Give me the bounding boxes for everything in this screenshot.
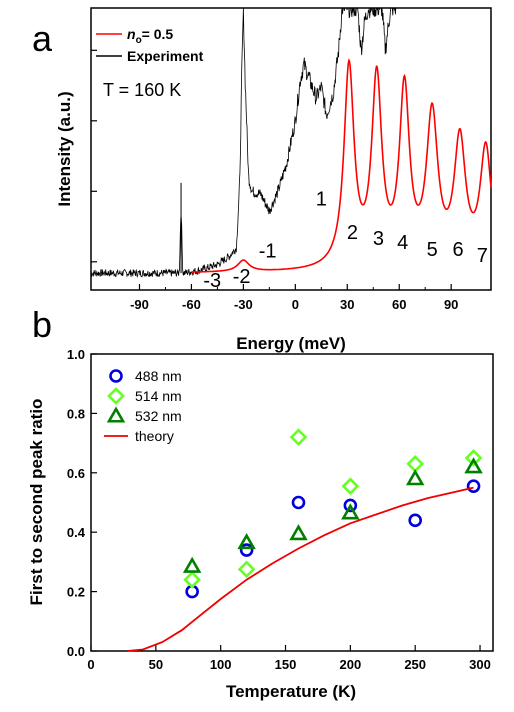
panel-a-x-axis-label: Energy (meV) (236, 334, 346, 353)
legend-label: 488 nm (135, 368, 182, 384)
panel-b-frame (90, 353, 494, 652)
panel-a-legend: no= 0.5 Experiment (96, 26, 204, 64)
panel-b-x-axis-label: Temperature (K) (226, 682, 356, 701)
legend-experiment-label: Experiment (127, 48, 204, 64)
x-tick-label: 0 (292, 297, 299, 312)
legend-swatch (107, 387, 125, 405)
y-tick-label: 1.0 (67, 347, 85, 362)
data-point-488-nm (239, 543, 254, 557)
x-tick-label: -60 (182, 297, 201, 312)
x-tick-label: 100 (210, 657, 232, 672)
x-tick-label: 250 (404, 657, 426, 672)
x-tick-label: -90 (130, 297, 149, 312)
data-point-532-nm (237, 532, 256, 550)
data-point-532-nm (464, 457, 483, 474)
data-point-532-nm (289, 524, 308, 541)
theory-curve (127, 486, 474, 652)
x-tick-label: 200 (340, 657, 362, 672)
x-tick-label: -30 (234, 297, 253, 312)
panel-b-legend: 488 nm 514 nm 532 nm theory (104, 368, 182, 444)
data-point-488-nm (343, 498, 358, 513)
panel-b-y-ticks: 0.0 0.2 0.4 0.6 0.8 1.0 (67, 347, 97, 659)
y-tick-label: 0.8 (67, 406, 85, 421)
data-point-532-nm (405, 469, 425, 486)
peak-label: 6 (453, 239, 464, 261)
panel-b: b 0 50 100 150 200 250 300 0.00.20.40.60.81.0 … (27, 304, 494, 701)
panel-a-y-axis-label: Intensity (a.u.) (55, 91, 74, 206)
x-tick-label: 0 (87, 657, 94, 672)
data-point-532-nm (182, 556, 202, 573)
legend-label: 532 nm (135, 408, 182, 424)
legend-theory-label: no= 0.5 (127, 26, 173, 46)
panel-a-peak-labels: -3 -2 -1 12 3 4 5 6 7 (203, 188, 488, 292)
x-tick-label: 30 (340, 297, 354, 312)
data-point-514-nm (464, 449, 483, 467)
experiment-line (90, 7, 397, 278)
data-point-514-nm (406, 455, 425, 473)
y-tick-label: 0.0 (67, 644, 85, 659)
panel-b-x-ticks: 0 50 100 150 200 250 300 (87, 645, 491, 672)
peak-label: 2 (347, 222, 358, 244)
y-tick-label: 0.2 (67, 585, 85, 600)
panel-b-y-axis-label: First to second peak ratio (27, 399, 46, 606)
legend-swatch (109, 369, 123, 383)
x-tick-label: 50 (149, 657, 163, 672)
y-tick-label: 0.4 (67, 525, 86, 540)
data-point-488-nm (466, 479, 481, 493)
legend-swatch (106, 406, 126, 423)
peak-label: 7 (477, 245, 488, 267)
peak-label: 5 (427, 239, 438, 261)
data-point-488-nm (291, 495, 306, 510)
data-point-514-nm (289, 428, 308, 446)
peak-label: 3 (373, 228, 384, 250)
x-tick-label: 60 (392, 297, 406, 312)
peak-label: -2 (233, 266, 251, 288)
panel-b-label: b (32, 304, 52, 345)
temperature-annotation: T = 160 K (103, 80, 181, 100)
peak-label: -3 (203, 270, 221, 292)
panel-a-x-ticks: -90 -60 -30 0 30 60 90 (130, 284, 458, 312)
panel-a-series (90, 7, 492, 278)
x-tick-label: 300 (469, 657, 491, 672)
x-tick-label: 150 (275, 657, 297, 672)
panel-b-series (127, 428, 483, 652)
data-point-488-nm (408, 513, 422, 528)
data-point-514-nm (183, 570, 201, 589)
panel-a-frame (90, 7, 492, 291)
peak-label: -1 (259, 241, 277, 263)
data-point-514-nm (341, 477, 360, 496)
peak-label: 1 (316, 188, 327, 210)
peak-label: 4 (397, 232, 408, 254)
panel-a-label: a (32, 18, 53, 59)
data-point-514-nm (237, 560, 256, 579)
x-tick-label: 90 (444, 297, 458, 312)
data-point-532-nm (341, 503, 360, 520)
theory-line (191, 58, 492, 273)
y-tick-label: 0.6 (67, 466, 85, 481)
legend-label: theory (135, 428, 174, 444)
panel-a-y-ticks (91, 49, 97, 263)
legend-label: 514 nm (135, 388, 182, 404)
panel-a: a -90 -60 -30 0 30 60 90 -3 -2 -1 12 3 4 5 6 7 Energy … (32, 7, 492, 353)
